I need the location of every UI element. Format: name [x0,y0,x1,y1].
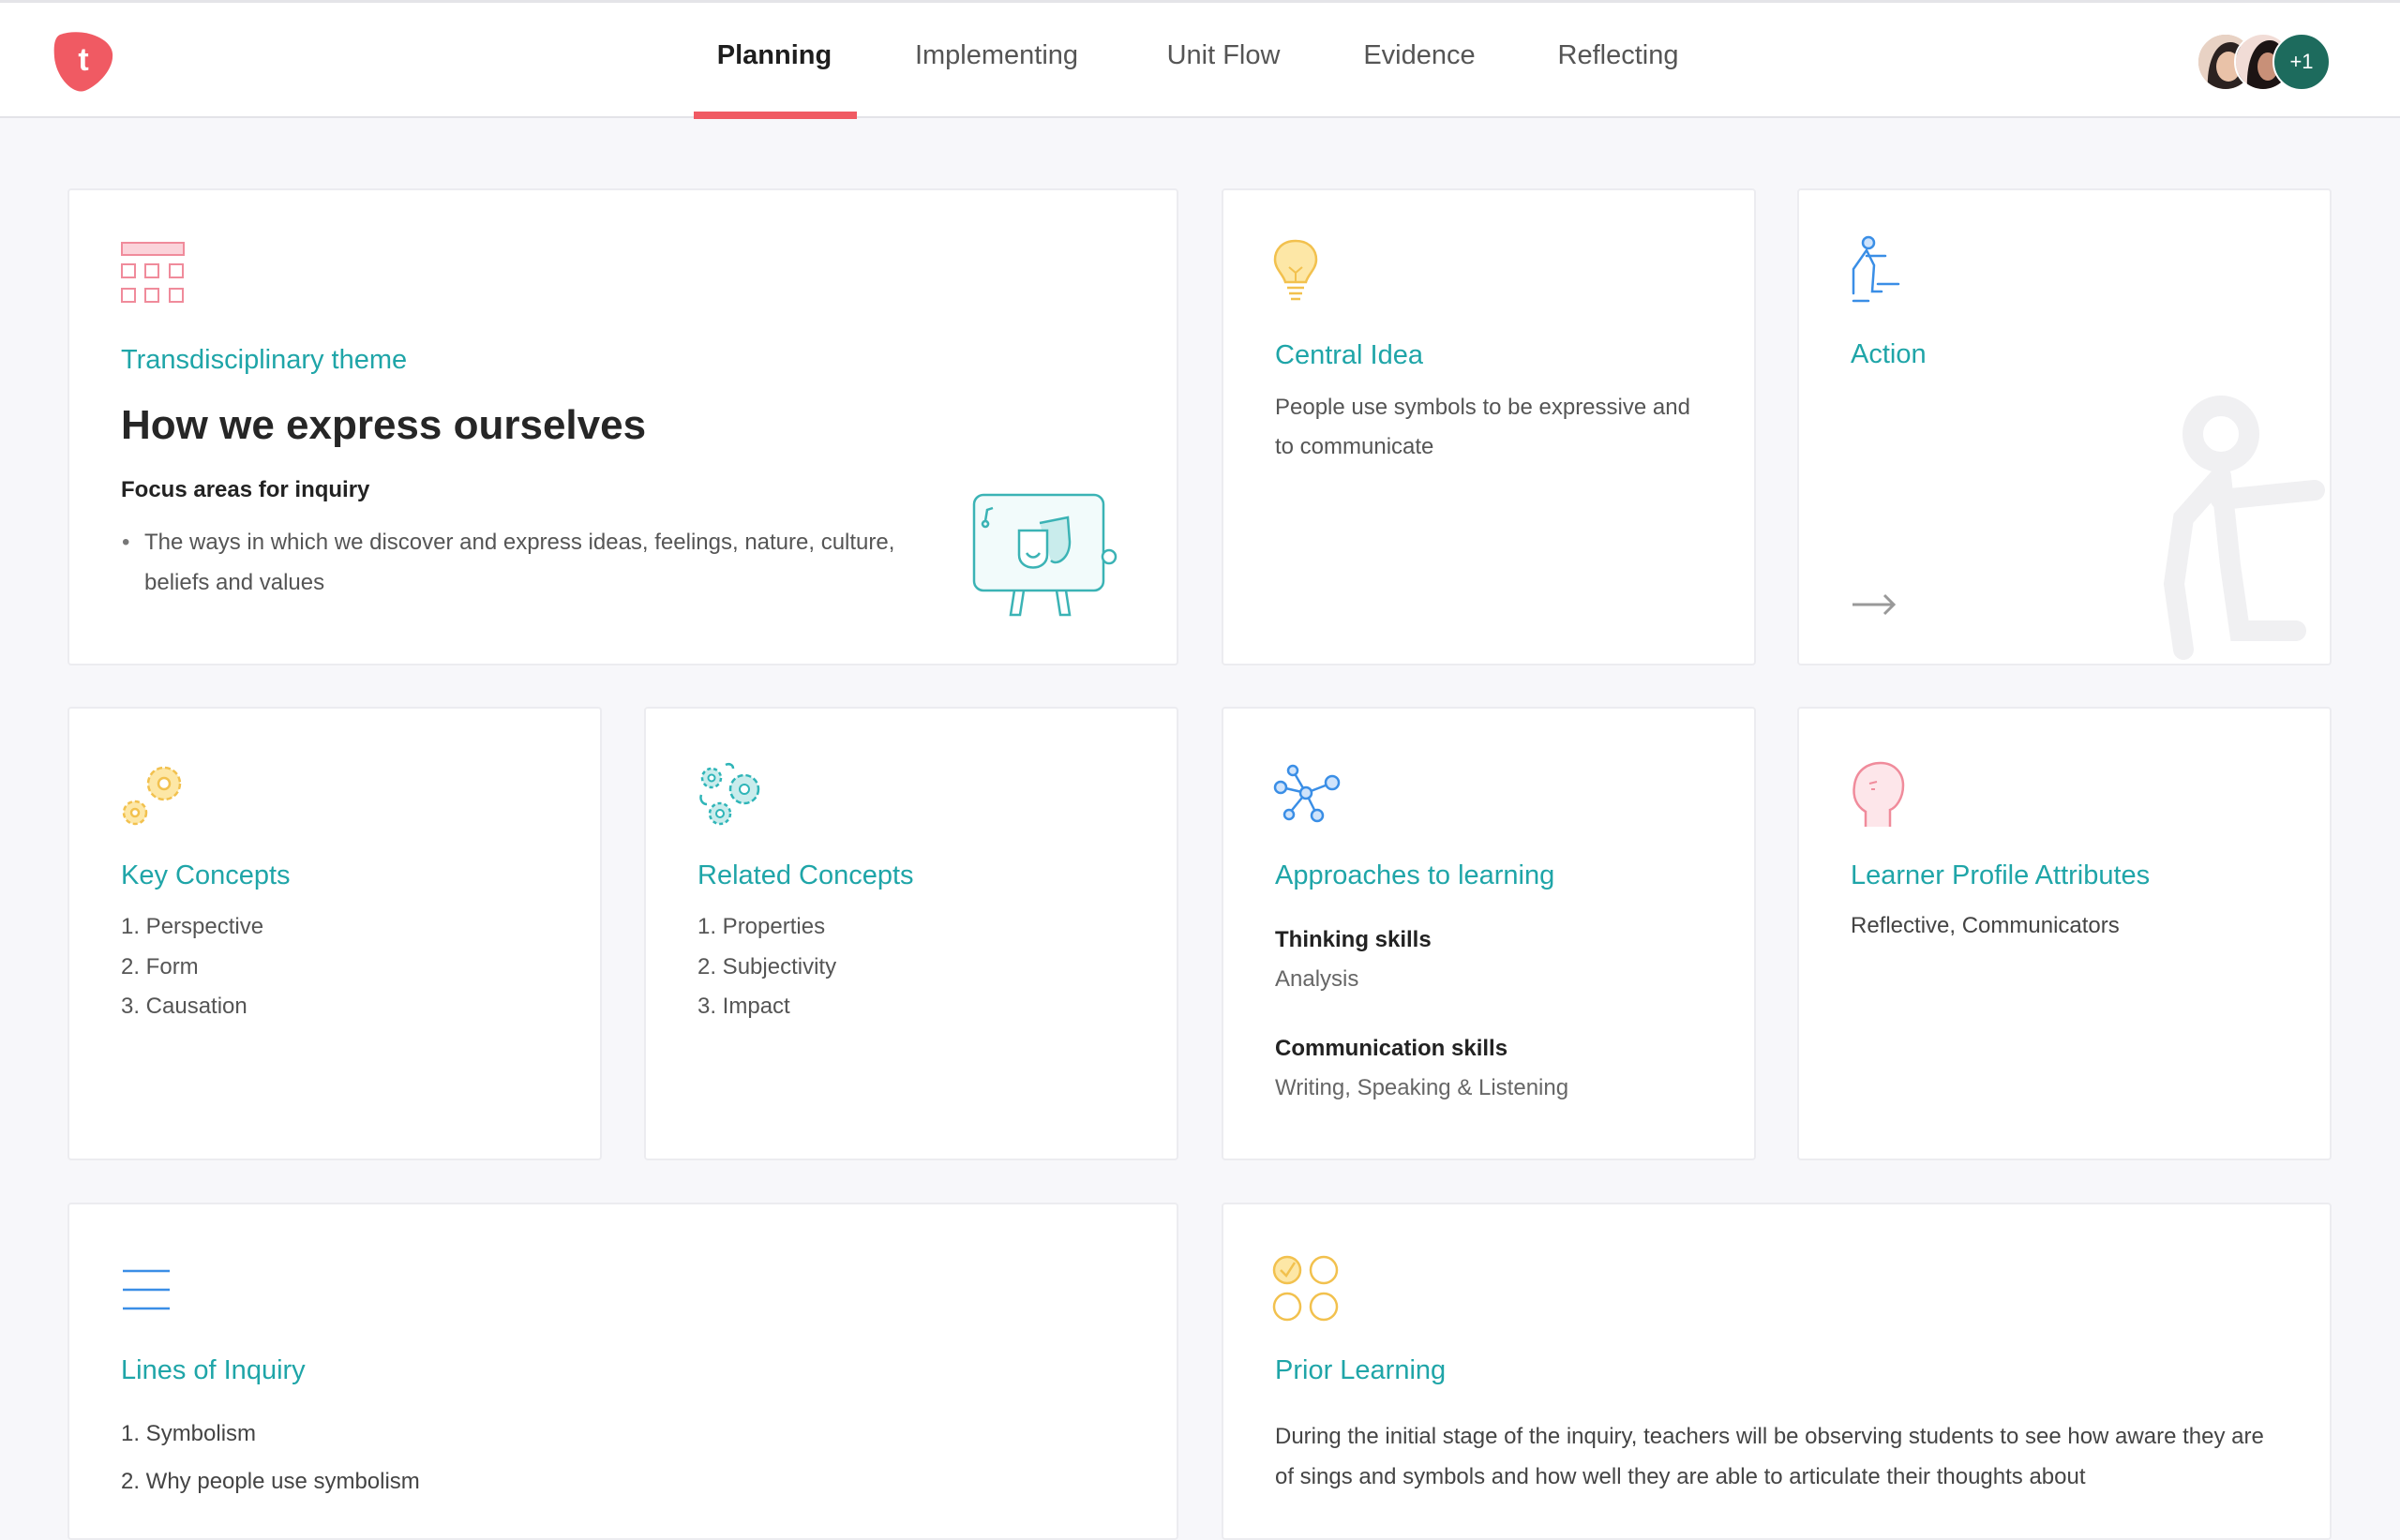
list-item: 2. Form [121,954,199,979]
learner-profile-card[interactable]: Learner Profile Attributes Reflective, C… [1797,707,2332,1160]
theatre-masks-easel-illustration [972,493,1118,617]
key-concepts-card[interactable]: Key Concepts 1. Perspective 2. Form 3. C… [68,707,602,1160]
toddle-logo[interactable]: t [52,29,114,93]
prior-learning-card[interactable]: Prior Learning During the initial stage … [1222,1203,2332,1540]
focus-areas-label: Focus areas for inquiry [121,477,370,502]
list-item: 1. Perspective [121,914,264,939]
tab-unit-flow[interactable]: Unit Flow [1166,40,1281,70]
action-figure-icon [1852,235,1900,303]
svg-text:t: t [78,42,88,78]
learner-profile-label: Learner Profile Attributes [1851,860,2151,890]
theme-label: Transdisciplinary theme [121,345,408,375]
prior-learning-text: During the initial stage of the inquiry,… [1275,1424,2264,1489]
approaches-to-learning-card[interactable]: Approaches to learning Thinking skills A… [1222,707,1756,1160]
tab-implementing[interactable]: Implementing [914,40,1079,70]
tab-evidence[interactable]: Evidence [1363,40,1476,70]
more-collaborators-badge[interactable]: +1 [2272,33,2331,91]
skill-group-name: Thinking skills [1275,927,1432,952]
connected-gears-icon [699,762,760,826]
skill-group-value: Analysis [1275,966,1359,992]
tab-reflecting[interactable]: Reflecting [1557,40,1679,70]
focus-area-item: • The ways in which we discover and expre… [122,530,895,595]
checklist-circles-icon [1272,1255,1339,1322]
network-nodes-icon [1273,764,1341,823]
list-item: 3. Impact [698,994,790,1019]
action-figure-watermark [2163,396,2325,660]
list-item: 2. Subjectivity [698,954,837,979]
skill-group-value: Writing, Speaking & Listening [1275,1075,1569,1100]
list-item: 1. Properties [698,914,826,939]
top-nav: t Planning Implementing Unit Flow Eviden… [0,0,2400,119]
central-idea-text: People use symbols to be expressive and … [1275,395,1690,459]
related-concepts-card[interactable]: Related Concepts 1. Properties 2. Subjec… [644,707,1178,1160]
list-lines-icon [123,1269,170,1310]
head-profile-icon [1852,761,1905,827]
approaches-label: Approaches to learning [1275,860,1555,890]
list-item: 3. Causation [121,994,248,1019]
list-item: 2. Why people use symbolism [121,1469,420,1494]
key-concepts-label: Key Concepts [121,860,291,890]
tab-planning[interactable]: Planning [716,40,832,70]
action-label: Action [1851,339,1927,369]
lines-of-inquiry-label: Lines of Inquiry [121,1355,306,1385]
arrow-right-icon[interactable] [1851,591,1898,618]
central-idea-card[interactable]: Central Idea People use symbols to be ex… [1222,188,1756,665]
transdisciplinary-theme-card[interactable]: Transdisciplinary theme How we express o… [68,188,1178,665]
central-idea-label: Central Idea [1275,340,1423,370]
active-tab-indicator [694,112,857,119]
action-card[interactable]: Action [1797,188,2332,665]
prior-learning-label: Prior Learning [1275,1355,1447,1385]
list-item: 1. Symbolism [121,1421,257,1446]
learner-profile-text: Reflective, Communicators [1851,913,2120,938]
gears-icon [122,766,182,826]
theme-title: How we express ourselves [121,402,647,448]
lines-of-inquiry-card[interactable]: Lines of Inquiry 1. Symbolism 2. Why peo… [68,1203,1178,1540]
lightbulb-icon [1273,239,1318,301]
skill-group-name: Communication skills [1275,1036,1508,1061]
grid-calendar-icon [121,242,185,303]
related-concepts-label: Related Concepts [698,860,914,890]
